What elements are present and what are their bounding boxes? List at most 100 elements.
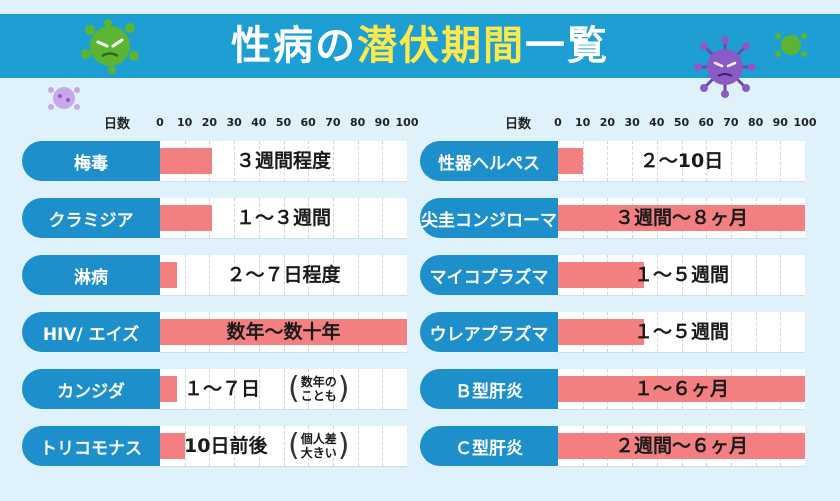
grid-line (332, 369, 334, 409)
value-label: ２～10日 (639, 150, 724, 172)
grid-line (234, 198, 236, 238)
grid-line (332, 198, 334, 238)
bar-row: Ｂ型肝炎 １～６ヶ月 (420, 369, 805, 409)
bar-track: 10日前後 (個人差 大きい) (160, 426, 407, 466)
bar (160, 319, 407, 345)
grid-line (755, 255, 757, 295)
x-tick-label: 100 (793, 116, 817, 129)
note-paren-close: ) (337, 428, 350, 463)
grid-line (234, 255, 236, 295)
bar (160, 262, 178, 288)
category-label: Ｃ型肝炎 (420, 426, 558, 466)
category-label: 性器ヘルペス (420, 141, 558, 181)
bar-row: トリコモナス 10日前後 (個人差 大きい) (22, 426, 407, 466)
green-germ-icon (81, 19, 139, 74)
value-label: １～３週間 (235, 207, 331, 229)
grid-line (332, 141, 334, 181)
grid-line (357, 426, 359, 466)
grid-line (234, 426, 236, 466)
bar (160, 376, 178, 402)
grid-line (258, 426, 260, 466)
grid-line (332, 426, 334, 466)
value-label: 10日前後 (184, 435, 268, 457)
bar-track: ２～７日程度 (160, 255, 407, 295)
value-label: 数年～数十年 (226, 321, 341, 343)
bar-row: 梅毒 ３週間程度 (22, 141, 407, 181)
x-tick-label: 70 (723, 116, 739, 129)
grid-line (730, 141, 732, 181)
bar (558, 148, 583, 174)
bar-track: １～５週間 (558, 312, 805, 352)
x-tick-label: 0 (156, 116, 164, 129)
grid-line (656, 312, 658, 352)
bar-track: ２週間～６ヶ月 (558, 426, 805, 466)
grid-line (681, 141, 683, 181)
bar-track: １～７日 (数年の ことも) (160, 369, 407, 409)
note-paren-close: ) (337, 371, 350, 406)
grid-line (632, 141, 634, 181)
grid-line (332, 255, 334, 295)
title-part-1: 性病の (231, 23, 357, 69)
category-label: 尖圭コンジローマ (420, 198, 558, 238)
bar (558, 262, 645, 288)
bar-track: ３週間～８ヶ月 (558, 198, 805, 238)
x-tick-label: 30 (226, 116, 242, 129)
grid-line (382, 198, 384, 238)
bar (558, 205, 805, 231)
bar-row: 性器ヘルペス ２～10日 (420, 141, 805, 181)
grid-line (681, 312, 683, 352)
x-tick-label: 60 (300, 116, 316, 129)
grid-line (209, 369, 211, 409)
grid-line (755, 312, 757, 352)
note-line: 数年の (300, 375, 337, 389)
x-tick-label: 90 (772, 116, 788, 129)
grid-line (258, 369, 260, 409)
note-paren-open: ( (288, 371, 300, 406)
value-label: ２週間～６ヶ月 (614, 435, 748, 457)
note-line: 大きい (300, 446, 337, 460)
category-label: クラミジア (22, 198, 160, 238)
x-tick-label: 10 (177, 116, 193, 129)
category-label: カンジダ (22, 369, 160, 409)
bar-row: ウレアプラズマ １～５週間 (420, 312, 805, 352)
x-axis-label: 日数 (505, 117, 532, 132)
grid-line (357, 141, 359, 181)
grid-line (382, 426, 384, 466)
bar-row: 尖圭コンジローマ ３週間～８ヶ月 (420, 198, 805, 238)
small-green-germ-icon (775, 33, 807, 57)
value-note: (数年の ことも) (288, 371, 349, 407)
bar-track: １～３週間 (160, 198, 407, 238)
grid-line (730, 255, 732, 295)
grid-line (706, 255, 708, 295)
grid-line (283, 426, 285, 466)
grid-line (308, 198, 310, 238)
note-lines: 数年の ことも (300, 375, 338, 403)
grid-line (258, 255, 260, 295)
grid-line (308, 141, 310, 181)
value-label: １～７日 (184, 378, 261, 400)
value-label: １～５週間 (633, 264, 729, 286)
title-highlight: 潜伏期間 (357, 23, 525, 69)
grid-line (184, 369, 186, 409)
bar-row: 淋病 ２～７日程度 (22, 255, 407, 295)
grid-line (234, 141, 236, 181)
x-tick-label: 50 (673, 116, 690, 129)
page-title: 性病の潜伏期間一覧 (0, 18, 840, 74)
grid-line (755, 141, 757, 181)
x-tick-label: 30 (624, 116, 640, 129)
bar (558, 319, 645, 345)
grid-line (283, 198, 285, 238)
grid-line (730, 312, 732, 352)
category-label: HIV/ エイズ (22, 312, 160, 352)
grid-line (681, 255, 683, 295)
value-label: １～５週間 (633, 321, 729, 343)
x-tick-label: 60 (698, 116, 714, 129)
x-tick-label: 100 (395, 116, 419, 129)
grid-line (258, 141, 260, 181)
bar-track: ２～10日 (558, 141, 805, 181)
bar (160, 433, 185, 459)
x-tick-label: 80 (349, 116, 366, 129)
note-line: ことも (300, 389, 337, 403)
x-tick-label: 90 (374, 116, 390, 129)
